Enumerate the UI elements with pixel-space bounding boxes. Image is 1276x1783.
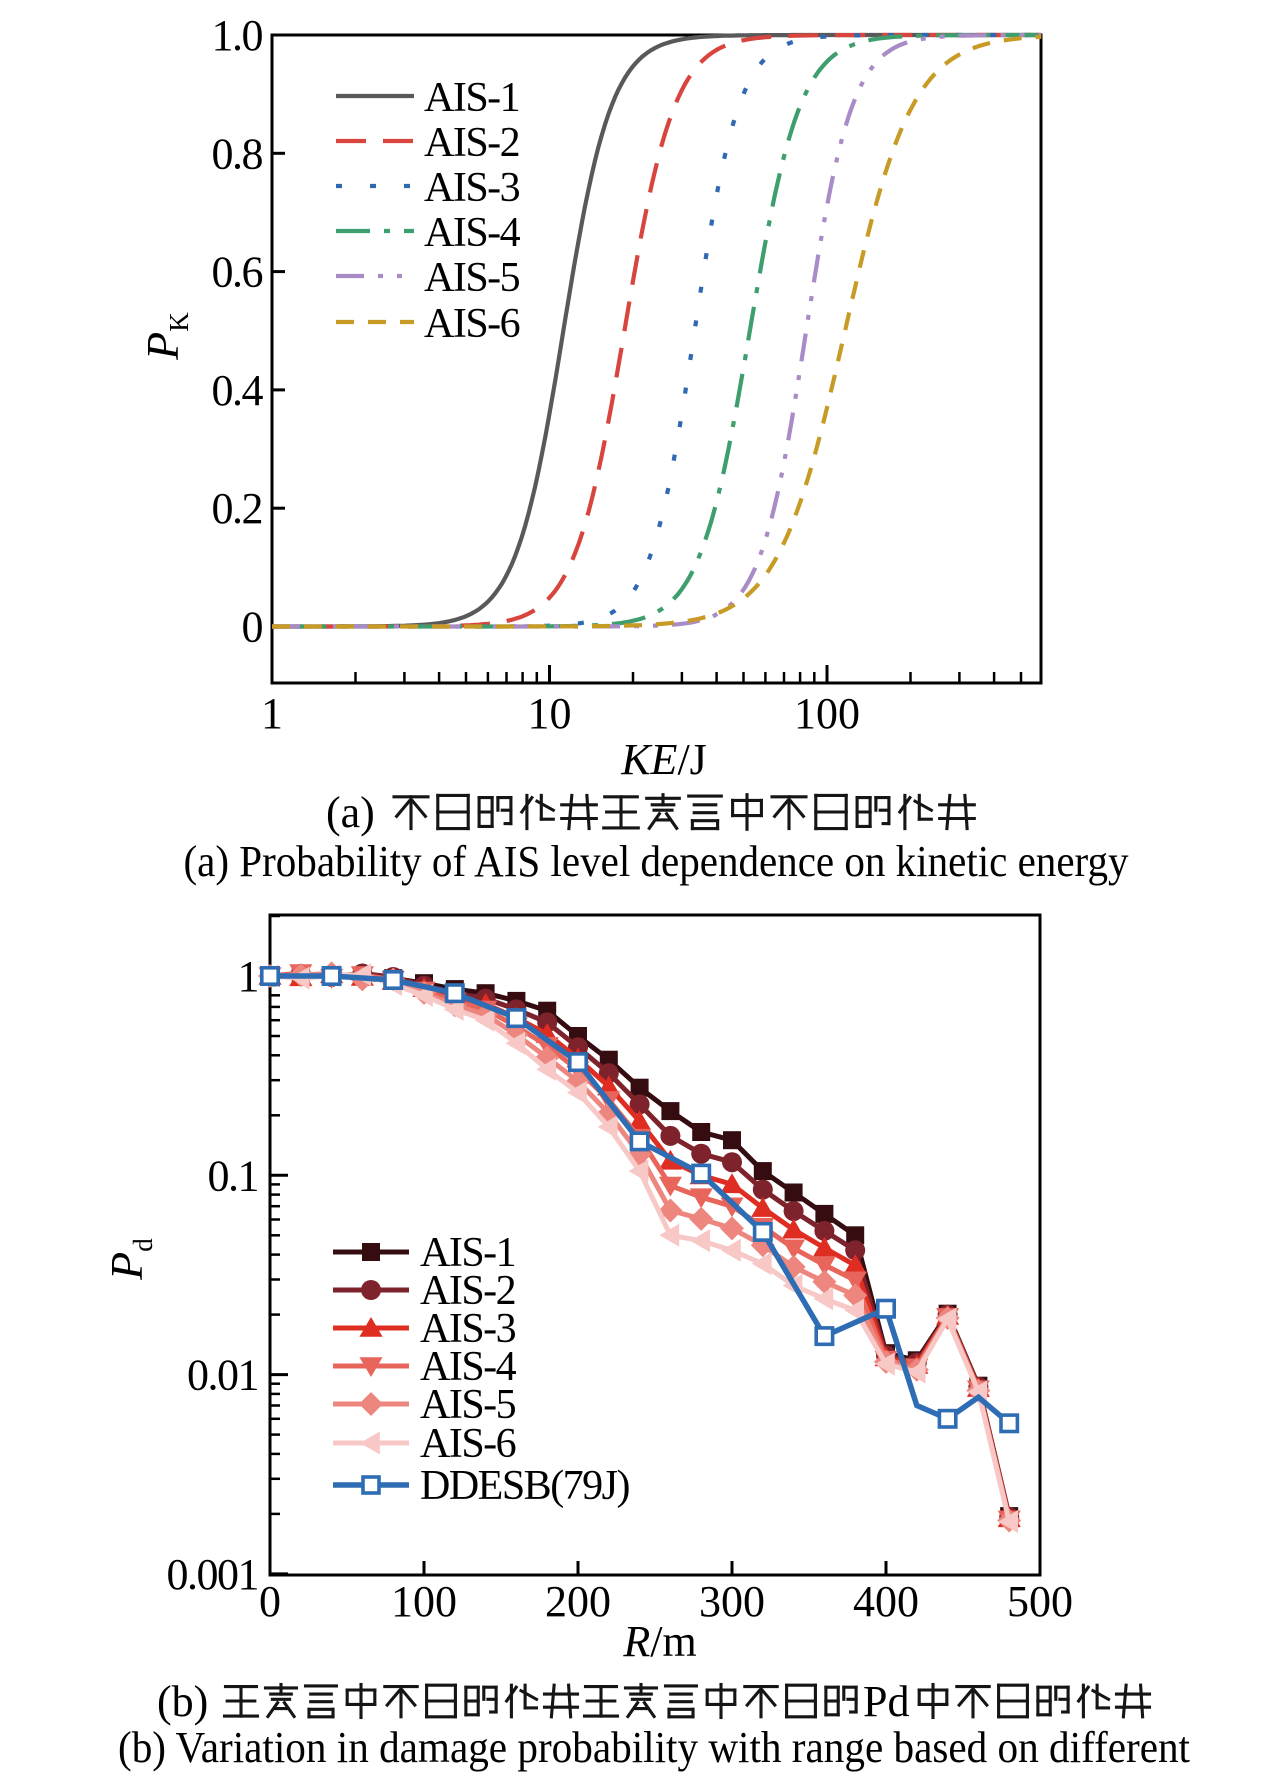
svg-text:200: 200 (545, 1577, 611, 1626)
svg-text:100: 100 (391, 1577, 457, 1626)
svg-text:AIS-3: AIS-3 (424, 165, 520, 211)
svg-text:1: 1 (238, 952, 259, 1001)
svg-text:(a): (a) (326, 788, 375, 837)
svg-text:Pd: Pd (101, 1238, 158, 1281)
svg-text:AIS-1: AIS-1 (420, 1230, 515, 1276)
svg-text:AIS-2: AIS-2 (424, 120, 519, 166)
svg-text:AIS-1: AIS-1 (424, 75, 519, 121)
svg-text:0.001: 0.001 (167, 1550, 259, 1599)
svg-text:AIS-5: AIS-5 (420, 1382, 516, 1428)
svg-text:0: 0 (242, 603, 263, 652)
svg-text:1.0: 1.0 (212, 11, 263, 60)
svg-text:0.2: 0.2 (212, 484, 263, 533)
svg-text:(b) Variation in damage probab: (b) Variation in damage probability with… (118, 1723, 1190, 1772)
svg-text:0.6: 0.6 (212, 248, 263, 297)
svg-text:KE/J: KE/J (620, 735, 707, 784)
svg-text:R/m: R/m (622, 1617, 696, 1666)
svg-text:AIS-5: AIS-5 (424, 255, 520, 301)
svg-text:0: 0 (259, 1577, 281, 1626)
svg-text:0.1: 0.1 (208, 1151, 259, 1200)
svg-text:(a) Probability of AIS level d: (a) Probability of AIS level dependence … (184, 837, 1129, 886)
svg-text:AIS-6: AIS-6 (420, 1421, 516, 1467)
svg-text:10: 10 (528, 689, 572, 738)
svg-text:Pd: Pd (863, 1677, 909, 1726)
svg-text:0.01: 0.01 (187, 1351, 258, 1400)
svg-text:PK: PK (137, 312, 194, 361)
svg-text:500: 500 (1007, 1577, 1073, 1626)
svg-text:AIS-4: AIS-4 (424, 210, 521, 256)
svg-text:AIS-4: AIS-4 (420, 1344, 517, 1390)
svg-text:300: 300 (699, 1577, 765, 1626)
svg-text:AIS-3: AIS-3 (420, 1306, 516, 1352)
svg-text:1: 1 (261, 689, 283, 738)
svg-text:(b): (b) (157, 1677, 208, 1726)
svg-text:100: 100 (794, 689, 860, 738)
svg-text:0.4: 0.4 (212, 366, 264, 415)
svg-text:0.8: 0.8 (212, 129, 263, 178)
svg-text:DDESB(79J): DDESB(79J) (420, 1463, 630, 1509)
svg-text:AIS-6: AIS-6 (424, 301, 520, 347)
svg-text:400: 400 (853, 1577, 919, 1626)
svg-text:AIS-2: AIS-2 (420, 1268, 515, 1314)
